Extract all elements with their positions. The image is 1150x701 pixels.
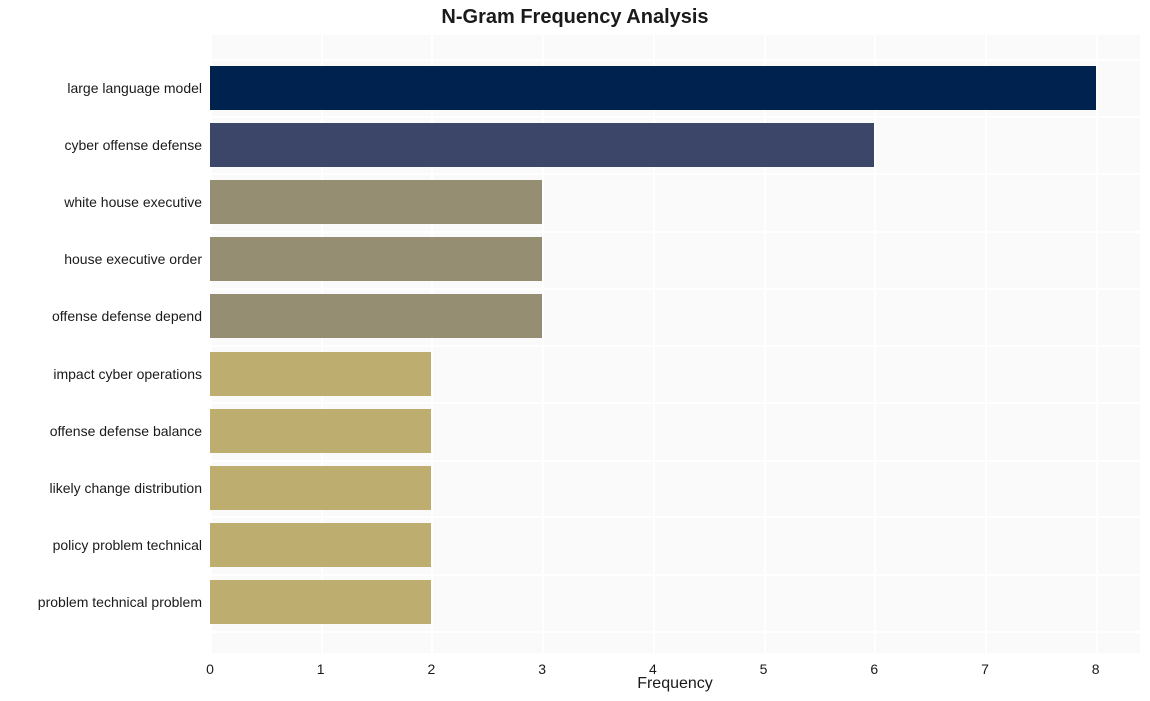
x-axis-label: Frequency bbox=[210, 675, 1140, 693]
plot-area: 012345678large language modelcyber offen… bbox=[210, 35, 1140, 653]
bar bbox=[210, 523, 431, 567]
bar bbox=[210, 237, 542, 281]
y-tick-label: offense defense depend bbox=[52, 308, 202, 324]
y-gridline bbox=[210, 631, 1140, 633]
bar bbox=[210, 409, 431, 453]
y-tick-label: impact cyber operations bbox=[53, 366, 202, 382]
chart-container: N-Gram Frequency Analysis 012345678large… bbox=[0, 0, 1150, 701]
y-gridline bbox=[210, 516, 1140, 518]
y-gridline bbox=[210, 345, 1140, 347]
y-tick-label: cyber offense defense bbox=[64, 137, 202, 153]
bar bbox=[210, 123, 874, 167]
y-tick-label: likely change distribution bbox=[49, 480, 202, 496]
y-gridline bbox=[210, 116, 1140, 118]
y-gridline bbox=[210, 231, 1140, 233]
y-gridline bbox=[210, 288, 1140, 290]
bar bbox=[210, 580, 431, 624]
x-gridline bbox=[1096, 35, 1098, 653]
y-gridline bbox=[210, 173, 1140, 175]
y-gridline bbox=[210, 402, 1140, 404]
x-gridline bbox=[874, 35, 876, 653]
y-tick-label: white house executive bbox=[64, 194, 202, 210]
chart-title: N-Gram Frequency Analysis bbox=[0, 6, 1150, 29]
y-tick-label: house executive order bbox=[64, 251, 202, 267]
y-gridline bbox=[210, 460, 1140, 462]
bar bbox=[210, 66, 1096, 110]
bar bbox=[210, 294, 542, 338]
y-tick-label: large language model bbox=[67, 80, 202, 96]
bar bbox=[210, 352, 431, 396]
bar bbox=[210, 180, 542, 224]
x-gridline bbox=[985, 35, 987, 653]
y-tick-label: offense defense balance bbox=[50, 423, 202, 439]
y-tick-label: problem technical problem bbox=[38, 594, 202, 610]
bar bbox=[210, 466, 431, 510]
y-tick-label: policy problem technical bbox=[53, 537, 202, 553]
y-gridline bbox=[210, 59, 1140, 61]
y-gridline bbox=[210, 574, 1140, 576]
